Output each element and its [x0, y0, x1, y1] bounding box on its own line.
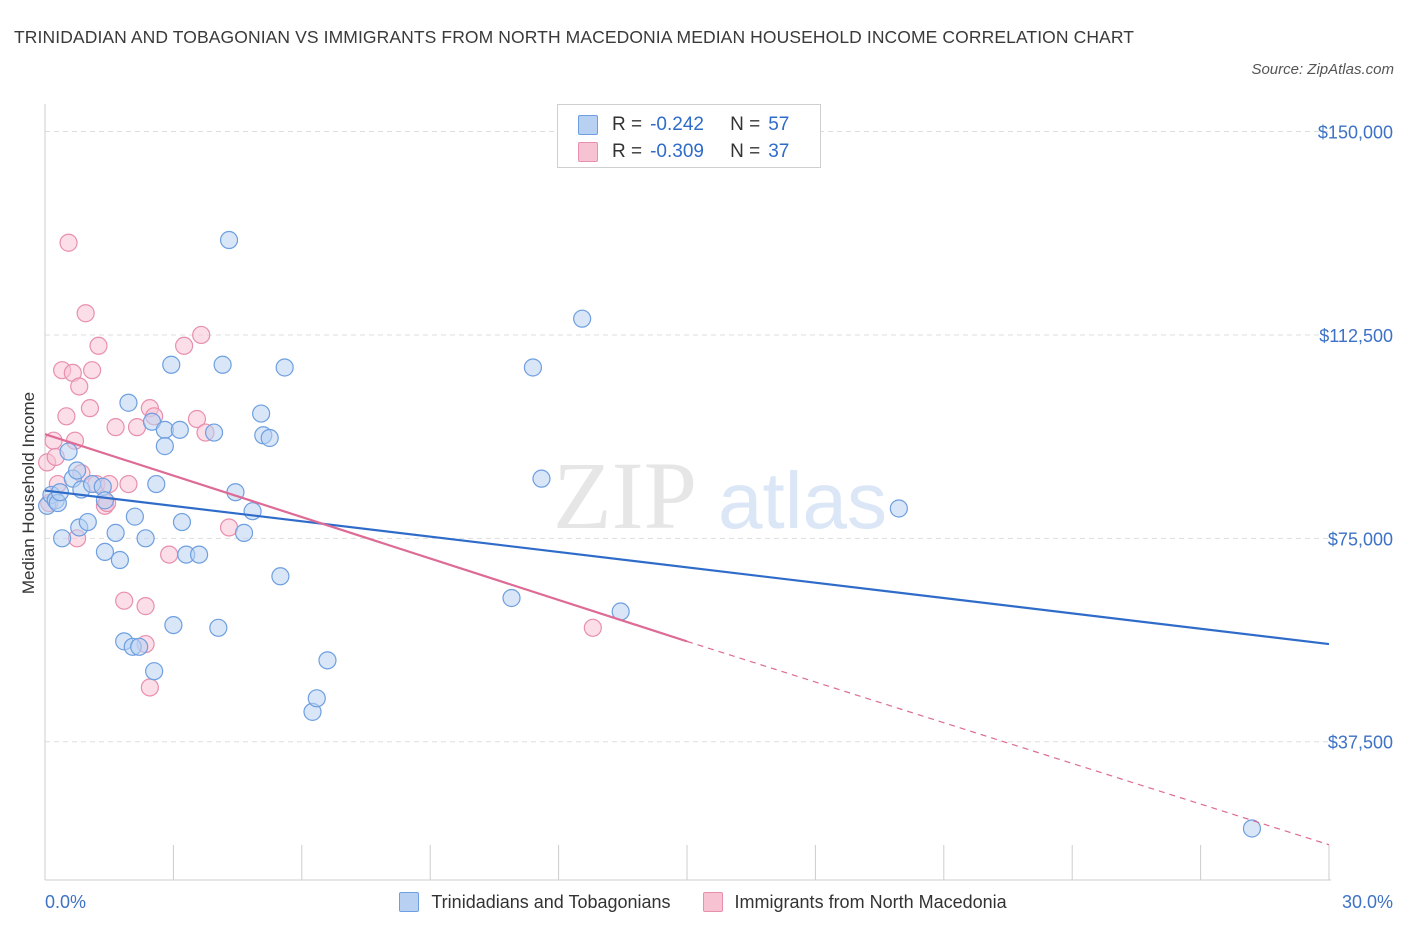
- data-point: [125, 507, 144, 526]
- data-point: [119, 393, 138, 412]
- trendline-macedonia: [44, 433, 688, 643]
- data-point: [219, 230, 239, 250]
- trendlines: [44, 433, 1330, 846]
- data-point: [573, 309, 592, 328]
- n-label: N =: [730, 114, 761, 135]
- data-point: [307, 689, 326, 708]
- data-point: [140, 678, 159, 697]
- series-immigrants-from-north-macedonia: [38, 233, 602, 697]
- source-label: Source: ZipAtlas.com: [1251, 61, 1394, 78]
- data-point: [155, 437, 174, 456]
- data-point: [57, 407, 76, 426]
- data-point: [209, 618, 228, 637]
- data-point: [170, 420, 189, 439]
- data-point: [175, 336, 194, 355]
- y-tick-label: $150,000: [1318, 123, 1393, 143]
- legend-item-macedonia[interactable]: Immigrants from North Macedonia: [702, 891, 1007, 913]
- y-tick-labels: $37,500 $75,000 $112,500 $150,000: [1318, 123, 1393, 753]
- data-point: [147, 474, 166, 494]
- data-point: [189, 545, 209, 564]
- data-point: [234, 523, 254, 542]
- legend-label: Immigrants from North Macedonia: [734, 891, 1007, 912]
- data-point: [119, 474, 138, 494]
- data-point: [95, 491, 115, 510]
- data-point: [172, 512, 192, 532]
- data-point: [532, 469, 551, 488]
- data-point: [523, 358, 543, 377]
- data-point: [110, 550, 130, 570]
- data-point: [67, 461, 87, 480]
- data-point: [115, 591, 134, 610]
- data-point: [275, 358, 294, 377]
- data-point: [318, 651, 337, 670]
- data-point: [136, 597, 155, 616]
- y-tick-label: $112,500: [1319, 326, 1393, 346]
- data-point: [106, 523, 125, 542]
- stats-row-trinidadians: R = -0.242 N = 57: [578, 112, 789, 138]
- stats-legend: R = -0.242 N = 57 R = -0.309 N = 37: [557, 104, 821, 168]
- legend-swatch-pink: [702, 892, 723, 912]
- data-point: [142, 412, 162, 431]
- r-label: R =: [612, 141, 643, 162]
- y-tick-label: $75,000: [1328, 529, 1393, 549]
- n-value: 37: [768, 141, 790, 162]
- stats-row-macedonia: R = -0.309 N = 37: [578, 139, 789, 165]
- data-point: [136, 529, 155, 548]
- r-value: -0.242: [650, 114, 704, 135]
- data-point: [162, 355, 181, 374]
- n-label: N =: [730, 141, 761, 162]
- data-point: [889, 499, 908, 518]
- chart-title: TRINIDADIAN AND TOBAGONIAN VS IMMIGRANTS…: [14, 27, 1135, 47]
- data-point: [70, 377, 89, 396]
- data-point: [95, 542, 115, 561]
- data-point: [82, 361, 102, 380]
- y-tick-label: $37,500: [1328, 733, 1393, 753]
- data-point: [106, 418, 125, 437]
- data-point: [271, 567, 290, 586]
- data-point: [80, 399, 100, 418]
- data-point: [59, 233, 78, 252]
- data-point: [204, 423, 224, 442]
- data-point: [53, 529, 72, 548]
- x-tick-label-end: 30.0%: [1342, 892, 1393, 912]
- watermark: ZIP atlas: [553, 442, 887, 549]
- watermark-atlas: atlas: [718, 456, 887, 545]
- data-point: [583, 618, 602, 637]
- data-point: [252, 404, 271, 423]
- grid-lines: [45, 131, 1329, 743]
- data-point: [76, 304, 95, 323]
- legend-item-trinidadians[interactable]: Trinidadians and Tobagonians: [399, 891, 671, 913]
- data-point: [145, 662, 164, 681]
- data-point: [78, 512, 97, 532]
- trendline-macedonia-extension: [686, 640, 1330, 846]
- data-point: [59, 442, 78, 461]
- data-point: [160, 545, 179, 564]
- data-point: [502, 588, 521, 608]
- data-point: [130, 637, 149, 656]
- r-label: R =: [612, 114, 643, 135]
- y-axis-label: Median Household Income: [19, 392, 38, 594]
- watermark-zip: ZIP: [553, 442, 697, 549]
- legend-swatch-blue: [399, 892, 420, 912]
- data-point: [187, 409, 207, 429]
- data-point: [89, 336, 108, 355]
- series-legend: Trinidadians and Tobagonians Immigrants …: [0, 889, 1406, 915]
- data-point: [164, 615, 183, 635]
- legend-label: Trinidadians and Tobagonians: [431, 891, 671, 912]
- x-tick-label-start: 0.0%: [45, 892, 86, 912]
- data-point: [213, 355, 232, 374]
- swatch-pink: [578, 142, 598, 162]
- data-point: [192, 325, 211, 345]
- r-value: -0.309: [650, 141, 704, 162]
- data-point: [1242, 819, 1262, 838]
- swatch-blue: [578, 115, 598, 135]
- n-value: 57: [768, 114, 790, 135]
- trendline-trinidadians: [44, 489, 1330, 646]
- data-point: [260, 428, 279, 448]
